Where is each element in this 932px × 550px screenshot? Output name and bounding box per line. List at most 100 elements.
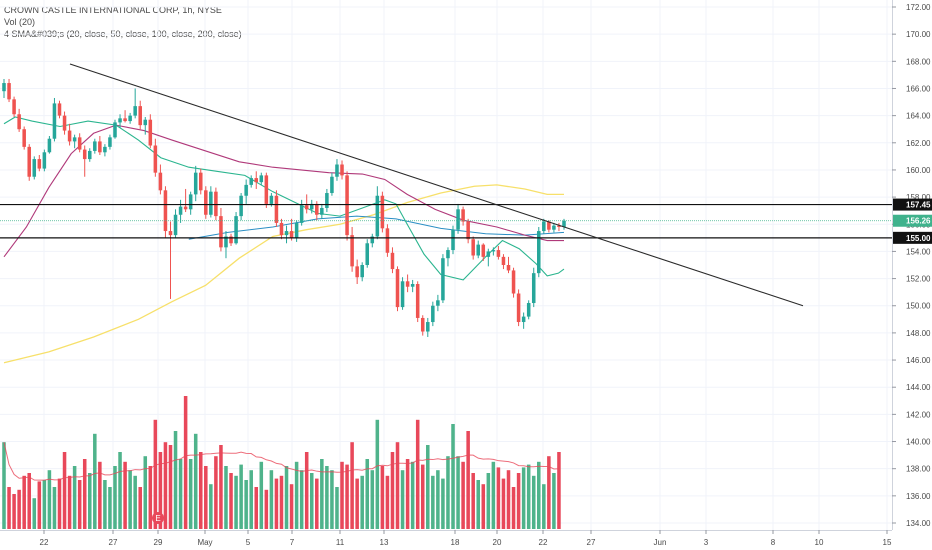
candle-body xyxy=(138,106,142,126)
candle-body xyxy=(158,172,163,191)
candle-body xyxy=(163,190,168,232)
volume-bar xyxy=(249,470,253,529)
volume-bar xyxy=(471,473,475,529)
volume-bar xyxy=(93,433,97,529)
resistance-price-label-bg xyxy=(893,198,932,211)
candle-body xyxy=(7,83,11,100)
earnings-marker[interactable]: E xyxy=(152,512,164,524)
candle-body xyxy=(239,195,243,217)
candle-body xyxy=(531,273,536,304)
candle-body xyxy=(446,250,450,259)
earnings-circle xyxy=(152,512,164,524)
candle-body xyxy=(420,317,425,332)
volume-bar xyxy=(405,459,410,529)
trendline[interactable] xyxy=(69,63,804,307)
volume-bar xyxy=(188,459,193,529)
candle-body xyxy=(360,265,364,278)
candle-body xyxy=(183,206,188,210)
volume-bar xyxy=(234,475,238,529)
volume-bar xyxy=(57,478,62,529)
resistance-price-label: 157.45 xyxy=(893,198,932,211)
candle-body xyxy=(98,141,102,153)
volume-bar xyxy=(148,466,153,529)
candle-body xyxy=(249,178,253,185)
candle-body xyxy=(441,258,445,301)
volume-bar xyxy=(279,475,284,529)
price-axis[interactable]: 134.00 136.00 138.00 140.00 142.00 144.00 146.… xyxy=(892,3,931,528)
candle-body xyxy=(284,231,289,236)
volume-bar xyxy=(400,470,405,529)
candle-body xyxy=(521,316,526,323)
candle-body xyxy=(118,118,122,123)
candle-body xyxy=(224,236,228,248)
price-tick-label: 134.00 xyxy=(906,519,931,528)
volume-bar xyxy=(491,461,496,529)
volume-bar xyxy=(289,484,294,529)
price-tick-label: 150.00 xyxy=(906,302,931,311)
volume-bar xyxy=(143,456,148,529)
candle-body xyxy=(375,195,380,237)
volume-bar xyxy=(128,470,132,529)
time-tick-label: 5 xyxy=(246,538,251,547)
volume-bar xyxy=(304,452,309,529)
volume-bar xyxy=(299,470,304,529)
candle-body xyxy=(244,184,248,196)
volume-bar xyxy=(193,433,198,529)
candle-body xyxy=(552,225,556,230)
price-tick-label: 172.00 xyxy=(906,3,931,12)
candle-body xyxy=(506,265,511,271)
volume-pane xyxy=(2,396,561,529)
horizontal-lines[interactable] xyxy=(0,203,892,239)
volume-bar xyxy=(118,452,122,529)
time-tick-label: 7 xyxy=(290,538,295,547)
candle-body xyxy=(340,164,344,176)
candle-body xyxy=(234,216,238,244)
volume-bar xyxy=(82,459,87,529)
candle-body xyxy=(542,221,546,232)
volume-bar xyxy=(269,470,274,529)
candle-body xyxy=(82,149,87,160)
volume-bar xyxy=(446,456,450,529)
price-tick-label: 144.00 xyxy=(906,383,931,392)
candle-body xyxy=(27,146,31,177)
volume-bar xyxy=(183,396,188,529)
volume-bar xyxy=(22,475,26,529)
candle-body xyxy=(259,175,264,183)
volume-bar xyxy=(441,478,445,529)
candle-body xyxy=(133,106,137,116)
time-tick-label: 22 xyxy=(539,538,548,547)
candle-body xyxy=(274,195,279,223)
volume-bar xyxy=(395,442,400,529)
volume-bar xyxy=(123,461,127,529)
candle-body xyxy=(12,99,16,115)
volume-bar xyxy=(516,473,521,529)
grid xyxy=(0,0,892,530)
candle-body xyxy=(496,250,501,257)
candle-body xyxy=(365,243,370,265)
candle-body xyxy=(113,122,117,138)
volume-bar xyxy=(2,442,6,529)
support-price-label: 155.00 xyxy=(893,231,932,244)
price-tick-label: 168.00 xyxy=(906,57,931,66)
volume-bar xyxy=(133,475,137,529)
time-axis[interactable]: 22 27 29 May 5 7 11 13 18 20 22 27 Jun 3 8 10 15 xyxy=(40,530,892,547)
volume-bar xyxy=(375,419,380,529)
volume-bar xyxy=(360,475,364,529)
volume-bar xyxy=(476,480,480,529)
legend-volume: Vol (20) xyxy=(4,17,36,27)
volume-bar xyxy=(456,456,460,529)
candle-body xyxy=(2,83,6,92)
candle-body xyxy=(486,251,491,257)
candle-body xyxy=(410,284,415,287)
volume-bar xyxy=(67,475,72,529)
candle-body xyxy=(537,231,541,274)
candle-body xyxy=(188,194,193,210)
volume-bar xyxy=(380,466,385,529)
volume-bar xyxy=(254,487,259,529)
last-price-label-text: 156.26 xyxy=(906,217,931,226)
time-tick-label: 8 xyxy=(771,538,776,547)
price-tick-label: 152.00 xyxy=(906,275,931,284)
candle-body xyxy=(173,214,178,236)
time-tick-label: 13 xyxy=(380,538,389,547)
